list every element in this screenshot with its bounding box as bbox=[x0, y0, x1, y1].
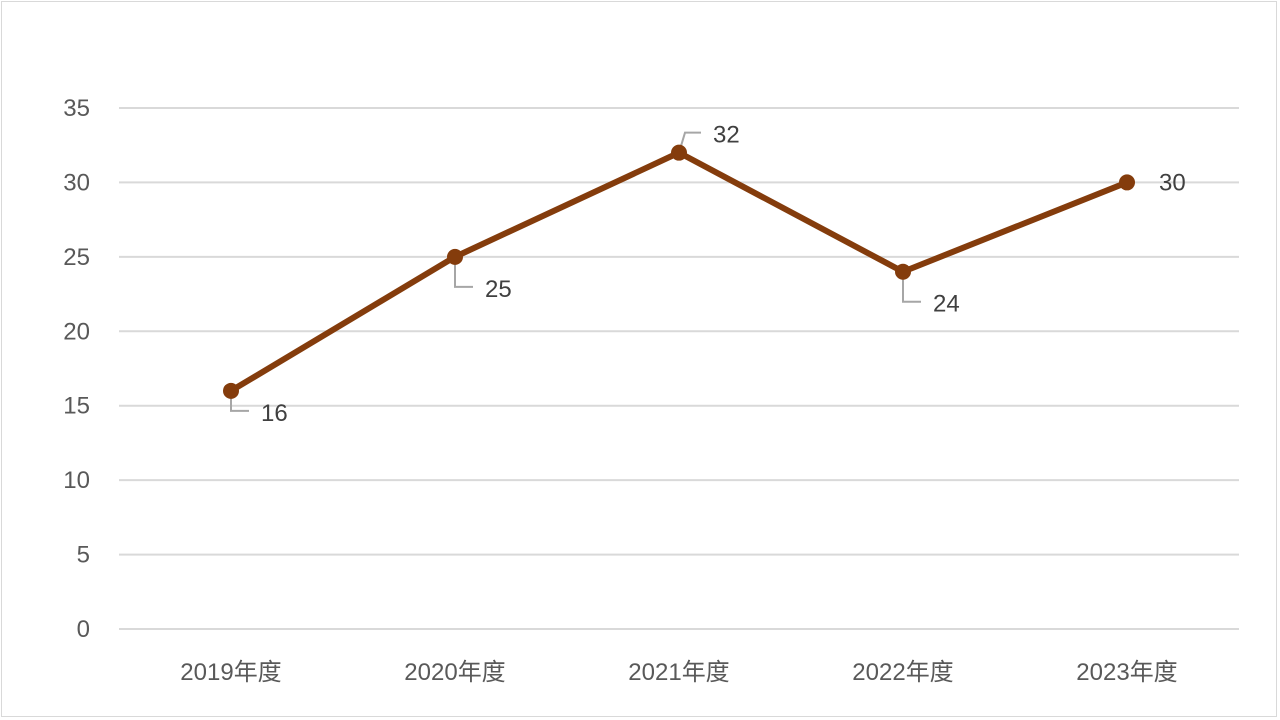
series bbox=[223, 144, 1135, 399]
data-point bbox=[447, 248, 463, 265]
y-tick-label: 5 bbox=[77, 542, 90, 569]
y-tick-label: 30 bbox=[63, 169, 90, 196]
data-label: 32 bbox=[713, 122, 740, 149]
y-tick-label: 20 bbox=[63, 318, 90, 345]
data-point bbox=[671, 144, 687, 161]
data-point bbox=[895, 263, 911, 280]
data-label-leaders bbox=[230, 131, 921, 412]
y-tick-label: 25 bbox=[63, 244, 90, 271]
data-label-leader bbox=[902, 271, 921, 303]
data-label: 16 bbox=[261, 400, 288, 427]
y-tick-label: 35 bbox=[63, 95, 90, 122]
y-tick-label: 15 bbox=[63, 393, 90, 420]
data-labels: 16 25 32 24 30 bbox=[261, 122, 1186, 427]
x-tick-label: 2020年度 bbox=[404, 659, 505, 686]
data-point bbox=[223, 382, 239, 399]
x-tick-label: 2023年度 bbox=[1076, 659, 1177, 686]
data-label: 25 bbox=[485, 276, 512, 303]
data-label: 30 bbox=[1159, 169, 1186, 196]
y-tick-label: 0 bbox=[77, 616, 90, 643]
series-line bbox=[228, 149, 1130, 394]
x-tick-label: 2021年度 bbox=[628, 659, 729, 686]
data-point bbox=[1119, 174, 1135, 191]
y-tick-label: 10 bbox=[63, 467, 90, 494]
x-axis-tick-labels: 2019年度 2020年度 2021年度 2022年度 2023年度 bbox=[180, 659, 1177, 686]
x-tick-label: 2022年度 bbox=[852, 659, 953, 686]
x-tick-label: 2019年度 bbox=[180, 659, 281, 686]
y-axis-tick-labels: 0 5 10 15 20 25 30 35 bbox=[63, 95, 90, 643]
data-label-leader bbox=[454, 256, 473, 288]
gridlines bbox=[119, 107, 1239, 630]
data-label: 24 bbox=[933, 291, 960, 318]
